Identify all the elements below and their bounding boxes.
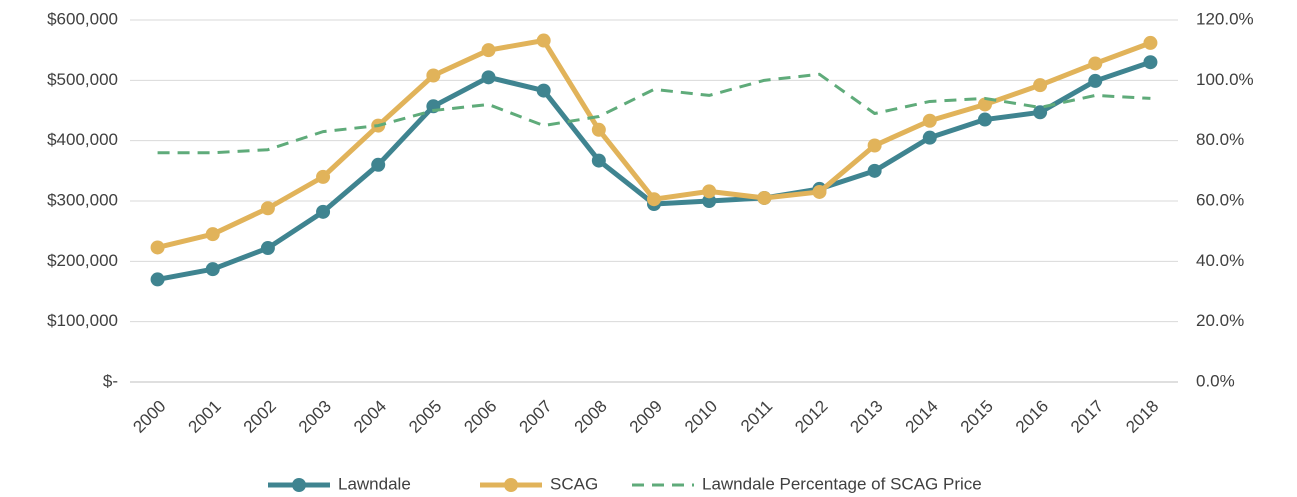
series-line — [157, 72, 1151, 155]
series-point — [316, 204, 331, 219]
x-tick-label: 2006 — [460, 397, 500, 437]
x-tick-label: 2005 — [405, 397, 445, 437]
x-tick-label: 2003 — [295, 397, 335, 437]
y2-tick-label: 0.0% — [1196, 371, 1235, 390]
x-tick-label: 2016 — [1012, 397, 1052, 437]
x-tick-label: 2009 — [626, 397, 666, 437]
y-tick-label: $300,000 — [47, 190, 118, 209]
x-tick-label: 2011 — [737, 397, 776, 436]
series-point — [867, 163, 882, 178]
x-tick-label: 2002 — [240, 397, 280, 437]
series-line — [157, 59, 1152, 282]
series-point — [591, 122, 606, 137]
y2-tick-label: 60.0% — [1196, 190, 1244, 209]
y-tick-label: $- — [103, 371, 118, 390]
series-point — [867, 138, 882, 153]
legend-marker — [504, 478, 518, 492]
legend-label: Lawndale Percentage of SCAG Price — [702, 474, 982, 493]
series-point — [260, 201, 275, 216]
series-point — [481, 43, 496, 58]
y-tick-label: $100,000 — [47, 311, 118, 330]
x-tick-label: 2000 — [129, 397, 169, 437]
series-point — [150, 272, 165, 287]
x-tick-label: 2015 — [957, 397, 997, 437]
series-point — [922, 130, 937, 145]
y-tick-label: $400,000 — [47, 130, 118, 149]
series-point — [536, 33, 551, 48]
series-point — [1143, 55, 1158, 70]
series-point — [260, 241, 275, 256]
y2-tick-label: 100.0% — [1196, 70, 1254, 89]
series-point — [205, 227, 220, 242]
series-point — [757, 190, 772, 205]
series-point — [977, 112, 992, 127]
y2-tick-label: 80.0% — [1196, 130, 1244, 149]
x-tick-label: 2012 — [791, 397, 831, 437]
series-point — [1088, 56, 1103, 71]
series-point — [371, 157, 386, 172]
y-tick-label: $500,000 — [47, 70, 118, 89]
series-point — [1033, 105, 1048, 120]
y-tick-label: $200,000 — [47, 251, 118, 270]
series-point — [1088, 73, 1103, 88]
series-point — [922, 113, 937, 128]
series-line — [156, 38, 1152, 250]
legend-label: Lawndale — [338, 474, 411, 493]
x-tick-label: 2014 — [902, 397, 942, 437]
series-point — [1143, 35, 1158, 50]
series-point — [1033, 78, 1048, 93]
series-point — [205, 262, 220, 277]
series-point — [426, 68, 441, 83]
x-tick-label: 2018 — [1122, 397, 1162, 437]
series-point — [702, 194, 717, 208]
x-tick-label: 2007 — [516, 397, 556, 437]
legend-label: SCAG — [550, 474, 598, 493]
x-tick-label: 2008 — [571, 397, 611, 437]
x-tick-label: 2013 — [846, 397, 886, 437]
x-tick-label: 2004 — [350, 397, 390, 437]
series-point — [812, 184, 827, 199]
x-tick-label: 2001 — [185, 397, 225, 437]
series-point — [150, 240, 165, 255]
y2-tick-label: 120.0% — [1196, 9, 1254, 28]
x-tick-label: 2017 — [1067, 397, 1107, 437]
series-point — [591, 153, 606, 168]
series-point — [702, 184, 717, 199]
series-point — [316, 169, 331, 184]
y-tick-label: $600,000 — [47, 9, 118, 28]
series-point — [481, 70, 496, 85]
series-point — [647, 192, 661, 207]
y2-tick-label: 20.0% — [1196, 311, 1244, 330]
y2-tick-label: 40.0% — [1196, 251, 1244, 270]
x-tick-label: 2010 — [681, 397, 721, 437]
series-point — [536, 83, 551, 98]
legend-marker — [292, 478, 306, 492]
series-point — [977, 97, 992, 112]
